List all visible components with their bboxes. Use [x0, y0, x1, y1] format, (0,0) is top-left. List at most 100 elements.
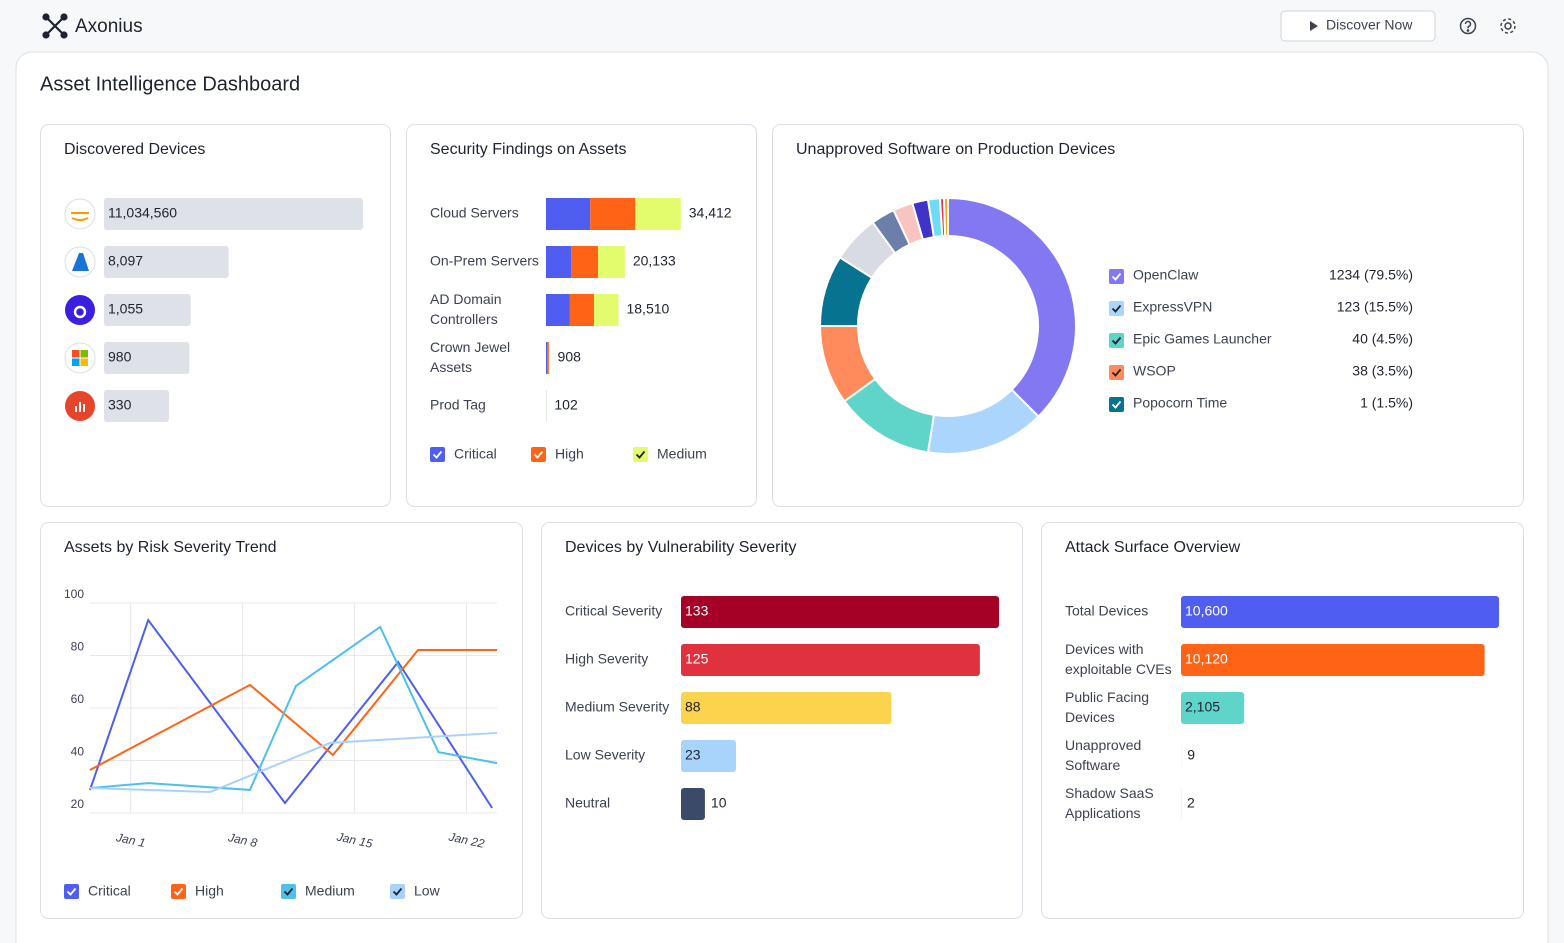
checkmark: [173, 887, 184, 896]
checkmark: [1111, 400, 1122, 409]
x-tick-label: Jan 8: [226, 830, 259, 850]
legend-checkbox[interactable]: [430, 447, 445, 462]
panel-title: Discovered Devices: [64, 141, 205, 158]
legend-checkbox[interactable]: [281, 884, 296, 899]
checkmark: [1111, 272, 1122, 281]
analytics-icon-mark: [75, 402, 85, 412]
bar-segment: [635, 198, 681, 230]
bar: [104, 198, 363, 230]
logo-icon: [42, 13, 68, 39]
legend-checkbox[interactable]: [390, 884, 405, 899]
legend-value: 38 (3.5%): [1352, 363, 1413, 379]
category-label: Crown Jewel Assets: [430, 339, 514, 375]
bar: [104, 342, 190, 374]
category-label: Critical Severity: [565, 603, 662, 619]
legend-label[interactable]: Popocorn Time: [1133, 395, 1227, 411]
total-label: 18,510: [626, 301, 669, 317]
bar-segment: [546, 294, 570, 326]
bar: [104, 390, 170, 422]
bar: [681, 788, 705, 820]
microsoft-icon-square: [72, 350, 80, 358]
line-series: [89, 648, 497, 771]
category-label: Medium Severity: [565, 699, 669, 715]
checkmark: [1111, 304, 1122, 313]
legend-value: 40 (4.5%): [1352, 331, 1413, 347]
legend-label[interactable]: High: [195, 883, 224, 899]
discover-button[interactable]: [1280, 10, 1436, 42]
category-label: Cloud Servers: [430, 205, 519, 221]
bar-segment: [547, 342, 549, 374]
y-tick-label: 60: [71, 692, 85, 706]
legend-value: 1 (1.5%): [1360, 395, 1413, 411]
value-label: 88: [685, 699, 701, 715]
panel-title: Attack Surface Overview: [1065, 539, 1241, 556]
legend-label[interactable]: OpenClaw: [1133, 267, 1199, 283]
category-label: Public Facing Devices: [1065, 689, 1153, 725]
page-title: Asset Intelligence Dashboard: [40, 73, 300, 95]
help-icon[interactable]: [1459, 17, 1477, 35]
legend-label[interactable]: Medium: [305, 883, 355, 899]
legend-checkbox[interactable]: [1109, 333, 1124, 348]
bar-segment: [597, 246, 625, 278]
value-label: 125: [685, 651, 709, 667]
legend-checkbox[interactable]: [1109, 301, 1124, 316]
legend-label[interactable]: High: [555, 446, 584, 462]
category-label: Devices with exploitable CVEs: [1065, 641, 1172, 677]
bar-segment: [593, 294, 619, 326]
category-label: High Severity: [565, 651, 648, 667]
value-label: 23: [685, 747, 701, 763]
microsoft-icon: [64, 342, 96, 374]
value-label: 1,055: [108, 301, 143, 317]
x-tick-label: Jan 1: [114, 830, 147, 850]
legend-checkbox[interactable]: [531, 447, 546, 462]
legend-label[interactable]: Medium: [657, 446, 707, 462]
line-series: [89, 617, 493, 809]
settings-icon[interactable]: [1500, 18, 1516, 34]
value-label: 10,600: [1185, 603, 1228, 619]
bar-segment: [546, 198, 591, 230]
category-label: Neutral: [565, 795, 610, 811]
total-label: 908: [558, 349, 582, 365]
category-label: Shadow SaaS Applications: [1065, 785, 1158, 821]
bar-segment: [546, 342, 548, 374]
total-label: 102: [554, 397, 578, 413]
legend-checkbox[interactable]: [1109, 269, 1124, 284]
y-tick-label: 100: [64, 587, 84, 601]
checkmark: [432, 450, 443, 459]
legend-checkbox[interactable]: [64, 884, 79, 899]
bar: [681, 596, 999, 628]
discover-button-label[interactable]: Discover Now: [1326, 17, 1413, 33]
legend-checkbox[interactable]: [1109, 365, 1124, 380]
bar: [1181, 644, 1485, 676]
bar: [681, 644, 980, 676]
aws-icon-mark: [71, 212, 89, 221]
legend-value: 1234 (79.5%): [1329, 267, 1413, 283]
legend-label[interactable]: WSOP: [1133, 363, 1176, 379]
legend-value: 123 (15.5%): [1337, 299, 1413, 315]
azure-icon-mark: [72, 253, 89, 271]
legend-checkbox[interactable]: [1109, 397, 1124, 412]
value-label: 2: [1187, 795, 1195, 811]
category-label: On-Prem Servers: [430, 253, 539, 269]
legend-checkbox[interactable]: [171, 884, 186, 899]
microsoft-icon-square: [80, 350, 88, 358]
legend-label[interactable]: Low: [414, 883, 441, 899]
legend-label[interactable]: ExpressVPN: [1133, 299, 1212, 315]
donut-slice: [942, 196, 949, 238]
bar-segment: [569, 294, 594, 326]
checkmark: [392, 887, 403, 896]
checkmark: [635, 450, 646, 459]
bar-segment: [590, 198, 636, 230]
microsoft-icon-square: [72, 358, 80, 366]
legend-label[interactable]: Critical: [454, 446, 497, 462]
total-label: 20,133: [633, 253, 676, 269]
legend-checkbox[interactable]: [633, 447, 648, 462]
checkmark: [1111, 336, 1122, 345]
legend-label[interactable]: Epic Games Launcher: [1133, 331, 1272, 347]
value-label: 330: [108, 397, 132, 413]
play-icon: [1310, 21, 1318, 31]
legend-label[interactable]: Critical: [88, 883, 131, 899]
category-label: Total Devices: [1065, 603, 1148, 619]
panel-title: Security Findings on Assets: [430, 141, 627, 158]
